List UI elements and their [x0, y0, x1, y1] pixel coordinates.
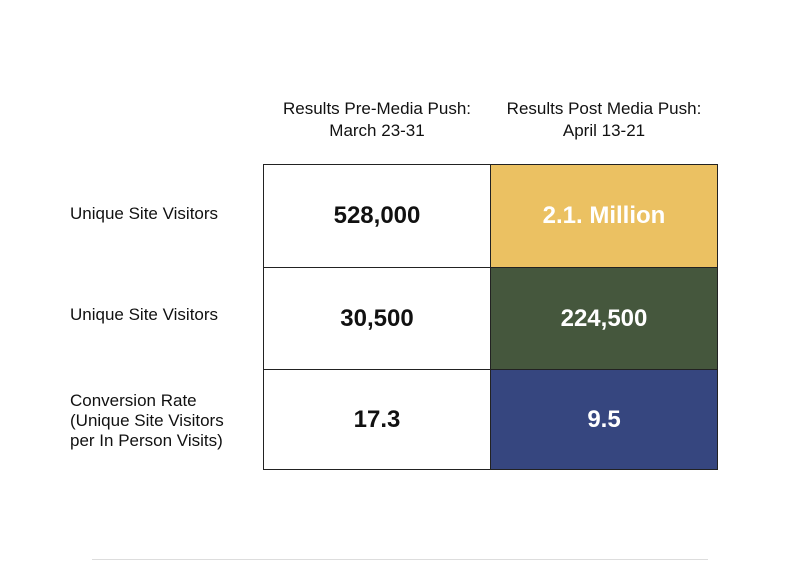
column-header-pre-media: Results Pre-Media Push: March 23-31	[264, 98, 490, 142]
row-label-line: per In Person Visits)	[70, 431, 223, 450]
row-label-line: Unique Site Visitors	[70, 305, 219, 324]
cell-pre-row-0: 528,000	[264, 165, 491, 267]
cell-post-row-2: 9.5	[491, 369, 717, 469]
cell-post-row-1: 224,500	[491, 267, 717, 369]
cell-post-row-0: 2.1. Million	[491, 165, 717, 267]
column-header-post-line1: Results Post Media Push:	[506, 99, 702, 118]
cell-pre-row-2: 17.3	[264, 369, 491, 469]
row-label-conversion-rate: Conversion Rate (Unique Site Visitors pe…	[70, 391, 260, 451]
row-label-line: Conversion Rate	[70, 391, 197, 410]
column-header-post-media: Results Post Media Push: April 13-21	[491, 98, 717, 142]
row-label-line: (Unique Site Visitors	[70, 411, 224, 430]
cell-pre-row-1: 30,500	[264, 267, 491, 369]
column-header-pre-line1: Results Pre-Media Push:	[282, 99, 472, 118]
row-label-unique-site-visitors-2: Unique Site Visitors	[70, 305, 260, 325]
column-header-pre-line2: March 23-31	[329, 121, 425, 140]
bottom-divider	[92, 559, 708, 560]
results-table: 528,000 2.1. Million 30,500 224,500 17.3…	[263, 164, 718, 470]
row-label-unique-site-visitors: Unique Site Visitors	[70, 204, 260, 224]
row-label-line: Unique Site Visitors	[70, 204, 219, 223]
column-header-post-line2: April 13-21	[562, 121, 646, 140]
